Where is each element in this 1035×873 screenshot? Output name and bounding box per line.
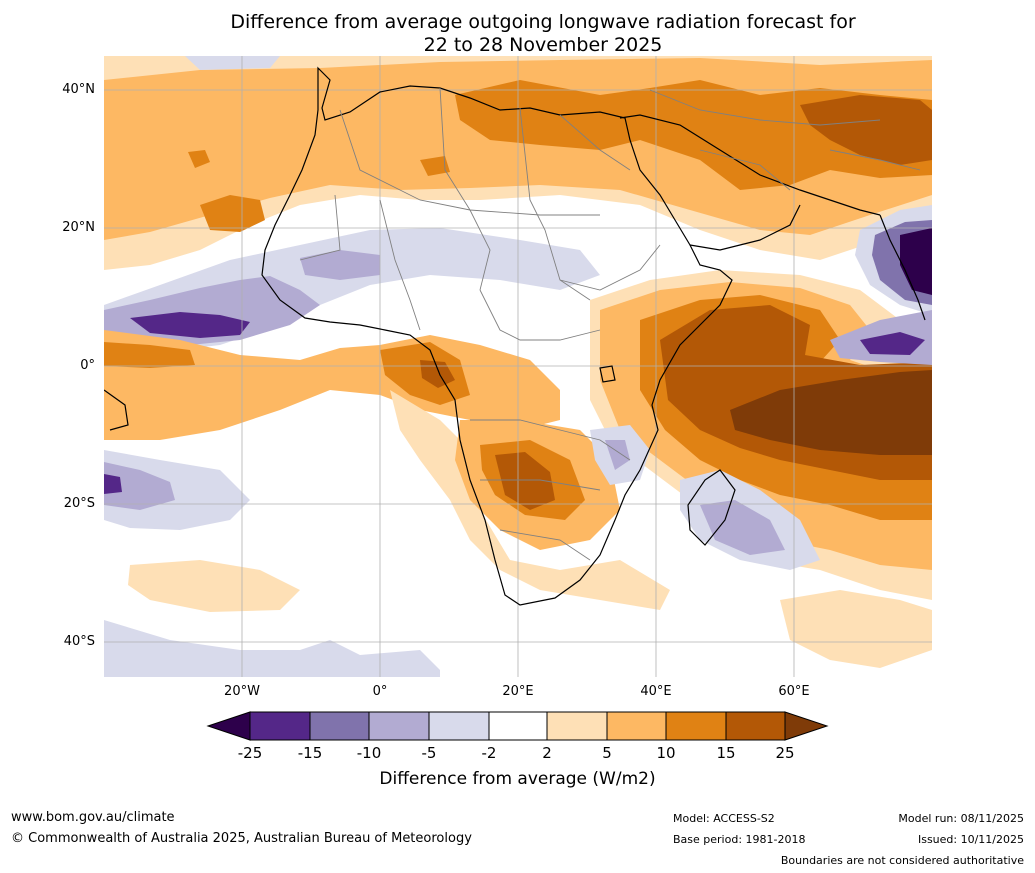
colorbar-bin-2 — [309, 711, 370, 741]
model-name: Model: ACCESS-S2 — [673, 812, 775, 825]
lat-label-20s: 20°S — [63, 496, 95, 511]
colorbar-bin-8 — [665, 711, 727, 741]
positive-indian-ocean-core — [730, 370, 932, 455]
country-borders — [299, 87, 921, 561]
lon-label-20e: 20°E — [502, 684, 534, 699]
base-period: Base period: 1981-2018 — [673, 833, 806, 846]
lat-label-40n: 40°N — [62, 82, 95, 97]
lat-label-0: 0° — [80, 358, 95, 373]
colorbar-tick: 15 — [716, 744, 736, 762]
lat-label-40s: 40°S — [63, 634, 95, 649]
positive-gabon-core — [420, 360, 455, 388]
negative-core-atl — [130, 312, 250, 338]
colorbar-tick: 2 — [542, 744, 552, 762]
anomaly-field — [104, 56, 932, 677]
colorbar-bin-4 — [428, 711, 490, 741]
negative-south-atlantic-2 — [104, 462, 175, 510]
positive-south-africa-core — [495, 452, 555, 510]
lon-label-20w: 20°W — [224, 684, 260, 699]
coastlines — [104, 66, 926, 606]
colorbar-bin-7 — [606, 711, 667, 741]
positive-south-atlantic — [128, 560, 300, 612]
colorbar-tick: 10 — [656, 744, 676, 762]
colorbar-tick: 5 — [602, 744, 612, 762]
positive-blob-west-2 — [188, 150, 210, 168]
colorbar-tick: -5 — [421, 744, 437, 762]
positive-atl-eq-core — [104, 342, 195, 368]
colorbar-bin-5 — [488, 711, 548, 741]
positive-blob-sahara — [420, 156, 450, 176]
copyright-notice: © Commonwealth of Australia 2025, Austra… — [11, 831, 472, 846]
colorbar-bin-1 — [249, 711, 311, 741]
negative-sahel-b — [300, 250, 380, 280]
colorbar-title: Difference from average (W/m2) — [379, 769, 656, 789]
colorbar-extend-min — [206, 711, 251, 741]
negative-madagascar-2 — [700, 500, 785, 555]
website-link[interactable]: www.bom.gov.au/climate — [11, 810, 175, 825]
positive-south-indian — [780, 590, 932, 668]
lon-label-0: 0° — [372, 684, 388, 699]
map-title-line-1: Difference from average outgoing longwav… — [230, 11, 856, 33]
map-title-line-2: 22 to 28 November 2025 — [423, 34, 663, 56]
lon-label-60e: 60°E — [778, 684, 810, 699]
colorbar-bin-3 — [368, 711, 430, 741]
boundary-disclaimer: Boundaries are not considered authoritat… — [780, 854, 1024, 867]
colorbar-tick: 25 — [775, 744, 795, 762]
negative-south-atlantic — [104, 450, 250, 530]
negative-eq-indian-core — [860, 332, 925, 355]
colorbar-tick: -25 — [237, 744, 263, 762]
negative-far-south — [104, 620, 440, 677]
negative-south-atlantic-core — [104, 474, 122, 494]
graticule — [104, 56, 932, 677]
colorbar-bin-6 — [546, 711, 608, 741]
negative-top-strip — [185, 56, 280, 70]
colorbar-tick: -15 — [297, 744, 323, 762]
issued-date: Issued: 10/11/2025 — [917, 833, 1024, 846]
lat-label-20n: 20°N — [62, 220, 95, 235]
colorbar-bin-9 — [725, 711, 786, 741]
lon-label-40e: 40°E — [640, 684, 672, 699]
positive-core-iran — [800, 95, 932, 165]
colorbar-tick: -10 — [356, 744, 382, 762]
colorbar-extend-max — [784, 711, 829, 741]
model-run-date: Model run: 08/11/2025 — [898, 812, 1024, 825]
positive-blob-west — [200, 195, 265, 232]
colorbar-tick: -2 — [481, 744, 497, 762]
